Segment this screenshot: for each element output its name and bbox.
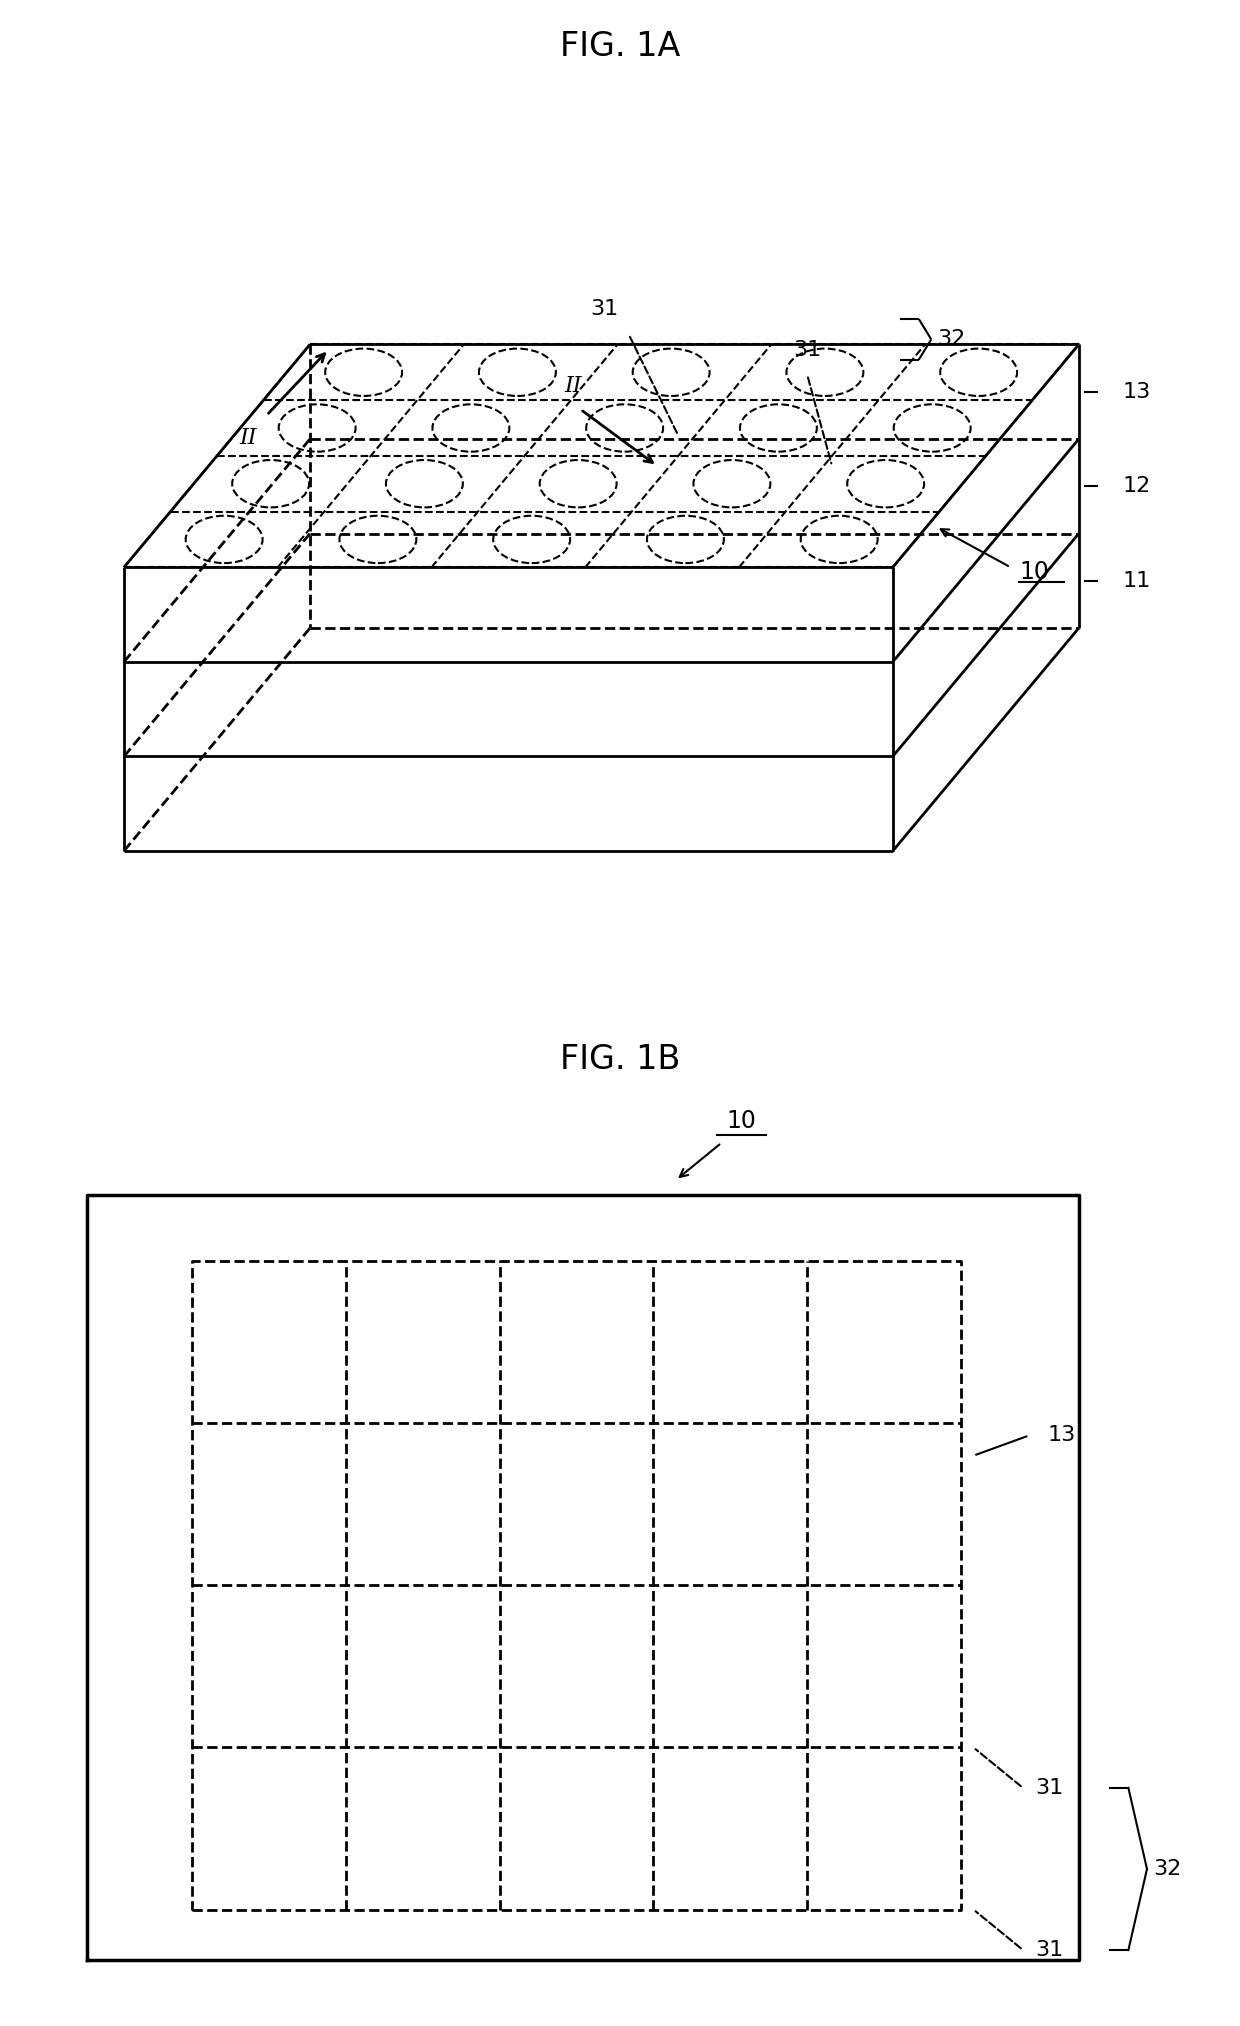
Text: 12: 12 bbox=[1122, 476, 1151, 496]
Text: 13: 13 bbox=[1122, 381, 1151, 401]
Text: 31: 31 bbox=[1035, 1941, 1064, 1959]
Text: FIG. 1A: FIG. 1A bbox=[559, 30, 681, 63]
Text: 13: 13 bbox=[1048, 1426, 1076, 1445]
Text: II: II bbox=[239, 427, 257, 450]
Text: 32: 32 bbox=[1153, 1860, 1182, 1878]
Text: 10: 10 bbox=[727, 1108, 756, 1133]
Text: 31: 31 bbox=[794, 340, 821, 361]
Text: II: II bbox=[564, 375, 582, 397]
Text: FIG. 1B: FIG. 1B bbox=[559, 1043, 681, 1076]
Text: 32: 32 bbox=[937, 330, 966, 348]
Text: 31: 31 bbox=[1035, 1779, 1064, 1797]
Text: 11: 11 bbox=[1122, 571, 1151, 592]
Text: 31: 31 bbox=[590, 300, 618, 318]
Text: 10: 10 bbox=[1019, 561, 1049, 583]
